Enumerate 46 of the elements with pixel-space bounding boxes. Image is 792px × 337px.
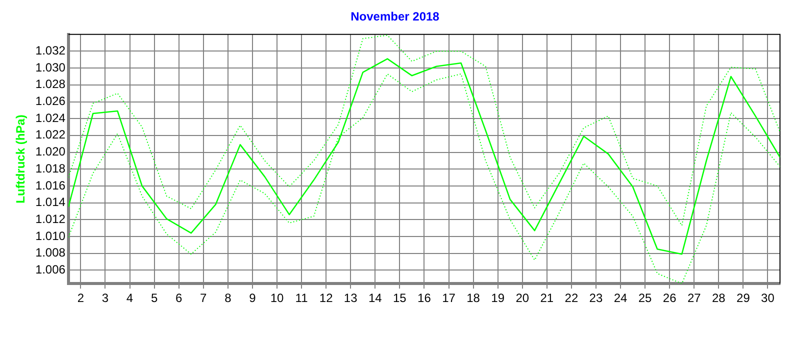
x-tick-label: 25 <box>638 291 652 306</box>
y-tick-label: 1.024 <box>35 110 66 125</box>
x-tick-label: 6 <box>176 291 182 306</box>
y-tick-label: 1.016 <box>35 178 66 192</box>
x-tick-label: 2 <box>77 291 84 306</box>
y-tick-label: 1.006 <box>35 262 66 276</box>
x-tick-label: 20 <box>516 291 530 306</box>
y-tick-label: 1.028 <box>35 77 66 92</box>
y-axis-title: Luftdruck (hPa) <box>14 114 28 204</box>
x-tick-label: 26 <box>662 291 677 306</box>
x-tick-label: 30 <box>761 291 775 306</box>
x-tick-label: 19 <box>491 291 505 306</box>
x-tick-label: 21 <box>540 291 554 306</box>
y-tick-label: 1.018 <box>35 161 66 176</box>
x-tick-label: 10 <box>270 291 284 306</box>
x-tick-label: 7 <box>200 291 208 306</box>
x-tick-label: 14 <box>368 291 382 306</box>
x-tick-label: 5 <box>150 291 158 306</box>
y-tick-label: 1.032 <box>35 44 66 58</box>
line-series <box>68 34 780 226</box>
x-tick-label: 17 <box>442 291 456 306</box>
y-tick-label: 1.022 <box>35 128 66 142</box>
chart-title: November 2018 <box>350 10 440 24</box>
x-tick-label: 3 <box>102 291 109 306</box>
x-tick-label: 24 <box>614 291 628 306</box>
x-tick-label: 4 <box>126 291 134 306</box>
x-tick-label: 8 <box>224 291 232 306</box>
x-tick-label: 27 <box>687 291 702 306</box>
x-tick-label: 29 <box>736 291 750 306</box>
x-tick-label: 22 <box>564 291 578 306</box>
x-tick-label: 11 <box>295 291 308 306</box>
x-tick-label: 28 <box>712 291 726 306</box>
y-tick-label: 1.014 <box>35 195 66 210</box>
x-tick-label: 15 <box>393 291 407 306</box>
y-tick-label: 1.012 <box>35 212 66 226</box>
x-tick-label: 12 <box>319 291 334 306</box>
x-tick-label: 13 <box>344 291 358 306</box>
y-tick-label: 1.030 <box>35 60 66 74</box>
y-tick-label: 1.026 <box>35 94 66 108</box>
x-tick-label: 9 <box>249 291 256 306</box>
x-tick-label: 18 <box>466 291 480 306</box>
y-tick-label: 1.020 <box>35 144 66 159</box>
x-tick-label: 16 <box>418 291 432 306</box>
y-tick-label: 1.010 <box>35 228 66 243</box>
y-tick-label: 1.008 <box>35 246 66 260</box>
x-tick-label: 23 <box>589 291 603 306</box>
